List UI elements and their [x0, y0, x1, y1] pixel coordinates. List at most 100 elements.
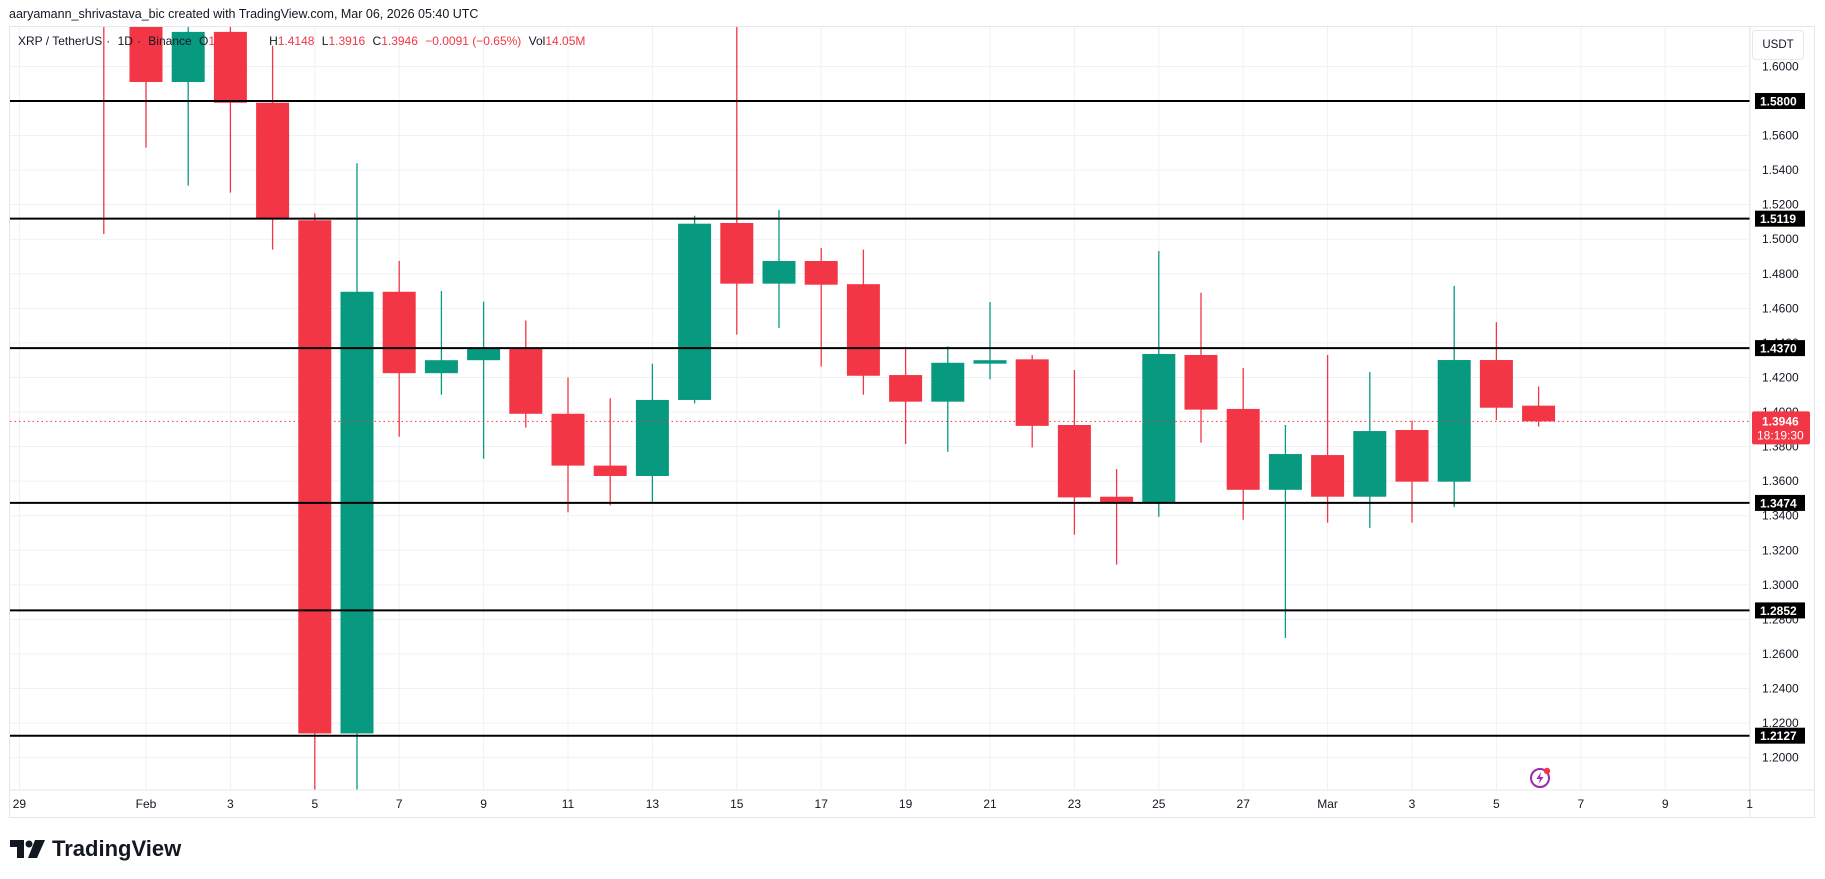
- candle-feb-10[interactable]: [509, 320, 543, 428]
- candle-feb-1[interactable]: [129, 0, 163, 148]
- bar-countdown-label: 18:19:30: [1757, 428, 1804, 442]
- candle-feb-15[interactable]: [720, 27, 754, 335]
- level-price-badge: [1755, 93, 1805, 109]
- candle-feb-20[interactable]: [931, 346, 965, 452]
- candle-feb-6[interactable]: [340, 163, 374, 792]
- date-tick-label: 13: [646, 797, 660, 811]
- price-tick-label: 1.5400: [1762, 163, 1799, 177]
- symbol-name[interactable]: XRP / TetherUS: [18, 34, 103, 48]
- candle-body: [382, 291, 416, 374]
- candle-feb-28[interactable]: [1268, 425, 1302, 639]
- price-tick-label: 1.5200: [1762, 198, 1799, 212]
- candle-body: [1353, 431, 1387, 497]
- candle-feb-14[interactable]: [678, 215, 712, 404]
- date-tick-label: 11: [562, 797, 575, 811]
- candle-body: [1057, 425, 1091, 498]
- low-value: 1.3916: [328, 34, 366, 48]
- date-tick-label: 25: [1152, 797, 1166, 811]
- price-tick-label: 1.2200: [1762, 716, 1799, 730]
- date-tick-label: 1: [1746, 797, 1753, 811]
- candle-body: [889, 375, 923, 402]
- candle-body: [1395, 430, 1429, 482]
- low-label: L: [321, 34, 329, 48]
- date-tick-label: 23: [1068, 797, 1082, 811]
- candle-body: [1437, 360, 1471, 482]
- price-tick-label: 1.4600: [1762, 301, 1799, 315]
- tradingview-logo[interactable]: TradingView: [10, 836, 181, 862]
- candle-feb-2[interactable]: [171, 0, 205, 186]
- date-tick-label: 7: [396, 797, 403, 811]
- level-price-label: 1.2852: [1760, 604, 1797, 618]
- date-tick-label: 3: [1409, 797, 1416, 811]
- candle-body: [720, 222, 754, 284]
- candle-feb-5[interactable]: [298, 213, 332, 792]
- candle-body: [129, 27, 163, 82]
- candle-mar-4[interactable]: [1437, 285, 1471, 508]
- level-price-label: 1.2127: [1760, 729, 1797, 743]
- date-tick-label: 3: [227, 797, 234, 811]
- candle-feb-3[interactable]: [213, 0, 247, 193]
- interval: 1D: [117, 34, 133, 48]
- date-tick-label: 27: [1237, 797, 1251, 811]
- candle-feb-27[interactable]: [1226, 367, 1260, 520]
- candle-feb-23[interactable]: [1057, 370, 1091, 535]
- candle-mar-6[interactable]: [1522, 386, 1556, 427]
- level-price-label: 1.3474: [1760, 496, 1797, 510]
- currency-selector[interactable]: USDT: [1752, 30, 1804, 60]
- candle-mar-3[interactable]: [1395, 420, 1429, 523]
- candle-feb-26[interactable]: [1184, 292, 1218, 443]
- date-tick-label: Feb: [136, 797, 157, 811]
- candle-feb-24[interactable]: [1100, 469, 1134, 565]
- candle-body: [171, 31, 205, 82]
- candle-mar-2[interactable]: [1353, 371, 1387, 528]
- candle-feb-4[interactable]: [256, 45, 290, 250]
- candle-feb-16[interactable]: [762, 209, 796, 329]
- plot-area[interactable]: [10, 0, 1750, 792]
- date-tick-label: 15: [730, 797, 744, 811]
- candle-feb-12[interactable]: [593, 398, 627, 506]
- candle-feb-18[interactable]: [846, 249, 880, 395]
- level-price-label: 1.4370: [1760, 342, 1797, 356]
- candle-body: [1100, 496, 1134, 503]
- price-tick-label: 1.2600: [1762, 647, 1799, 661]
- candle-body: [340, 291, 374, 734]
- candle-feb-9[interactable]: [467, 301, 501, 459]
- candle-mar-5[interactable]: [1479, 322, 1513, 420]
- exchange: Binance: [148, 34, 192, 48]
- date-tick-label: 9: [1662, 797, 1669, 811]
- candle-mar-1[interactable]: [1311, 355, 1345, 523]
- lightning-alert-icon[interactable]: [1528, 766, 1552, 795]
- candle-feb-11[interactable]: [551, 377, 585, 513]
- price-tick-label: 1.3200: [1762, 543, 1799, 557]
- candle-body: [1311, 455, 1345, 497]
- date-tick-label: 17: [815, 797, 829, 811]
- candle-body: [1479, 360, 1513, 408]
- current-price-label: 1.3946: [1762, 414, 1799, 428]
- level-price-label: 1.5119: [1760, 212, 1796, 226]
- candle-body: [804, 261, 838, 285]
- price-change: −0.0091 (−0.65%): [425, 34, 522, 48]
- level-price-badge: [1755, 727, 1805, 744]
- candle-feb-19[interactable]: [889, 346, 923, 445]
- candle-feb-21[interactable]: [973, 301, 1007, 380]
- close-value: 1.3946: [381, 34, 418, 48]
- open-value: 1.40: [208, 34, 232, 48]
- price-tick-label: 1.5600: [1762, 129, 1799, 143]
- candle-body: [973, 360, 1007, 364]
- candle-body: [1015, 359, 1049, 426]
- candle-body: [1142, 353, 1176, 503]
- candle-feb-17[interactable]: [804, 247, 838, 367]
- high-value: 1.4148: [277, 34, 315, 48]
- candle-feb-8[interactable]: [424, 291, 458, 395]
- candle-feb-22[interactable]: [1015, 355, 1049, 448]
- candle-body: [846, 284, 880, 376]
- candle-feb-13[interactable]: [635, 363, 669, 502]
- candle-jan-31[interactable]: [87, 0, 120, 235]
- candle-body: [467, 348, 501, 361]
- logo-text: TradingView: [52, 836, 182, 861]
- candle-feb-25[interactable]: [1142, 250, 1176, 517]
- candle-body: [931, 362, 965, 402]
- candle-body: [1226, 408, 1260, 490]
- open-label: O: [199, 34, 209, 48]
